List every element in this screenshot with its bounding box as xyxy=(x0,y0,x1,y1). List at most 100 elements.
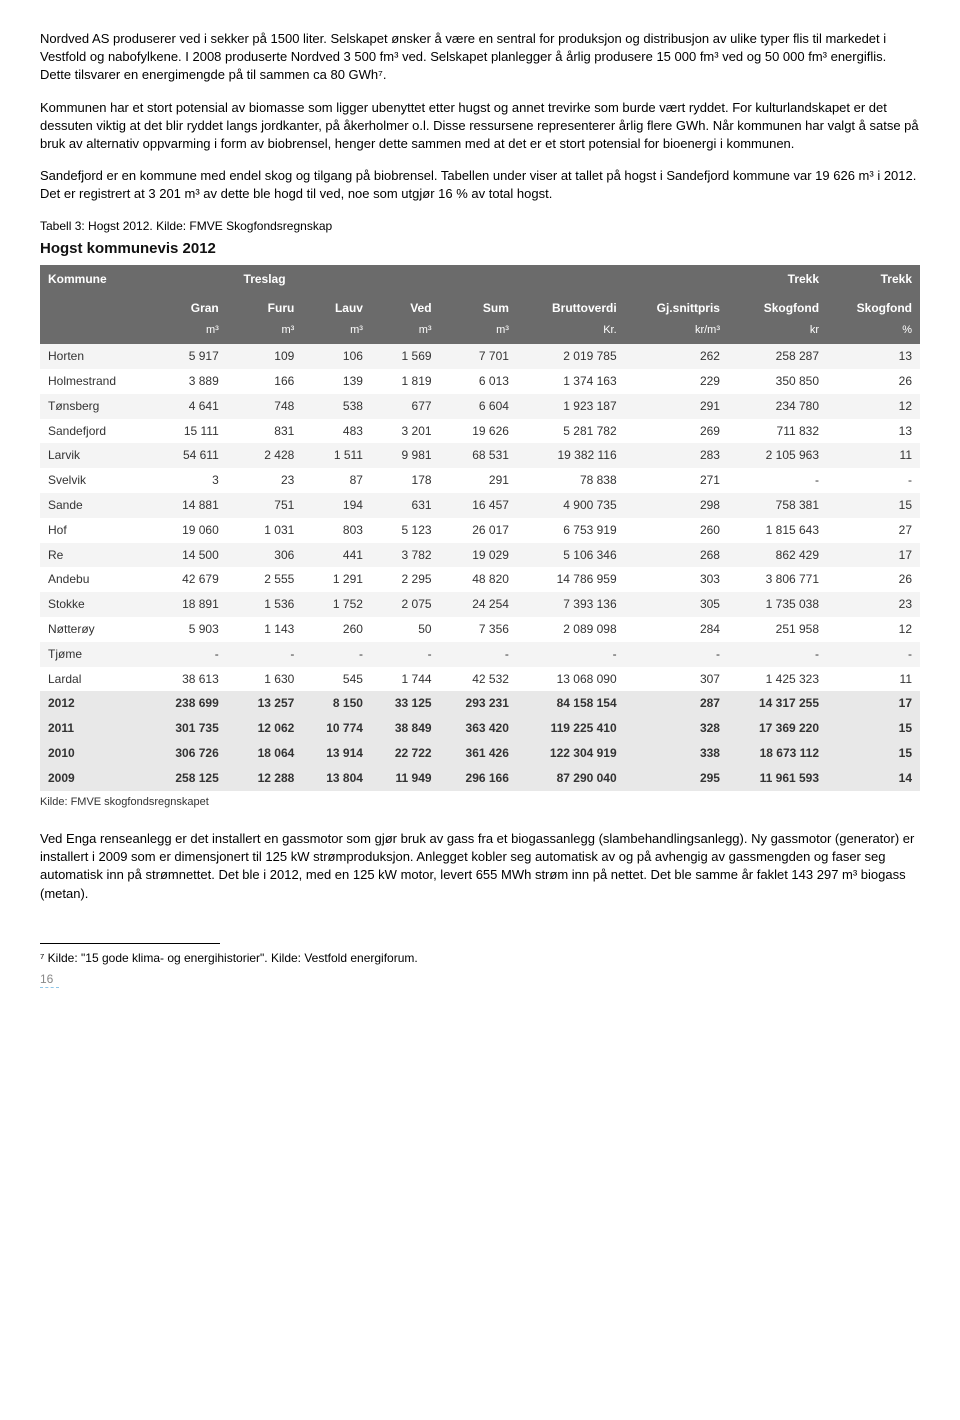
table-cell: 862 429 xyxy=(728,543,827,568)
table-cell: 15 xyxy=(827,716,920,741)
table-cell: Lardal xyxy=(40,667,149,692)
table-cell: 284 xyxy=(625,617,728,642)
table-row: Nøtterøy5 9031 143260507 3562 089 098284… xyxy=(40,617,920,642)
th: m³ xyxy=(371,323,440,344)
th: Skogfond xyxy=(728,294,827,323)
table-cell: Re xyxy=(40,543,149,568)
table-source: Kilde: FMVE skogfondsregnskapet xyxy=(40,795,920,810)
th xyxy=(625,265,728,294)
table-cell: 12 xyxy=(827,394,920,419)
table-cell: 296 166 xyxy=(440,766,517,791)
table-row: Andebu42 6792 5551 2912 29548 82014 786 … xyxy=(40,567,920,592)
th xyxy=(517,265,625,294)
table-cell: 2 295 xyxy=(371,567,440,592)
table-cell: 7 701 xyxy=(440,344,517,369)
table-cell: 831 xyxy=(227,419,303,444)
table-cell: 262 xyxy=(625,344,728,369)
table-cell: 68 531 xyxy=(440,443,517,468)
table-cell: - xyxy=(149,642,226,667)
table-row: Tjøme--------- xyxy=(40,642,920,667)
table-cell: 19 060 xyxy=(149,518,226,543)
table-cell: Larvik xyxy=(40,443,149,468)
table-cell: Stokke xyxy=(40,592,149,617)
table-cell: 19 029 xyxy=(440,543,517,568)
th: Gj.snittpris xyxy=(625,294,728,323)
table-cell: 18 673 112 xyxy=(728,741,827,766)
table-cell: 1 819 xyxy=(371,369,440,394)
table-cell: 16 457 xyxy=(440,493,517,518)
table-cell: 12 xyxy=(827,617,920,642)
table-cell: 84 158 154 xyxy=(517,691,625,716)
table-cell: 7 356 xyxy=(440,617,517,642)
table-cell: 17 xyxy=(827,691,920,716)
hogst-table: Kommune Treslag Trekk Trekk Gran Furu La… xyxy=(40,265,920,790)
table-row: Stokke18 8911 5361 7522 07524 2547 393 1… xyxy=(40,592,920,617)
table-cell: 87 xyxy=(302,468,371,493)
table-cell: 5 106 346 xyxy=(517,543,625,568)
table-cell: Tjøme xyxy=(40,642,149,667)
table-cell: 363 420 xyxy=(440,716,517,741)
table-cell: 33 125 xyxy=(371,691,440,716)
table-cell: 11 961 593 xyxy=(728,766,827,791)
table-row: Re14 5003064413 78219 0295 106 346268862… xyxy=(40,543,920,568)
table-cell: 17 369 220 xyxy=(728,716,827,741)
table-cell: - xyxy=(728,642,827,667)
th: m³ xyxy=(440,323,517,344)
table-cell: 631 xyxy=(371,493,440,518)
table-cell: 11 xyxy=(827,443,920,468)
table-cell: - xyxy=(227,642,303,667)
table-cell: 14 317 255 xyxy=(728,691,827,716)
table-cell: 15 111 xyxy=(149,419,226,444)
table-cell: 178 xyxy=(371,468,440,493)
table-cell: 338 xyxy=(625,741,728,766)
table-cell: 1 143 xyxy=(227,617,303,642)
table-cell: 298 xyxy=(625,493,728,518)
table-cell: 106 xyxy=(302,344,371,369)
th: Gran xyxy=(149,294,226,323)
table-row: Hof19 0601 0318035 12326 0176 753 919260… xyxy=(40,518,920,543)
table-cell: 2011 xyxy=(40,716,149,741)
table-cell: 538 xyxy=(302,394,371,419)
table-cell: 194 xyxy=(302,493,371,518)
table-cell: 1 815 643 xyxy=(728,518,827,543)
paragraph-3: Sandefjord er en kommune med endel skog … xyxy=(40,167,920,203)
th: Kommune xyxy=(40,265,149,294)
table-head: Kommune Treslag Trekk Trekk Gran Furu La… xyxy=(40,265,920,344)
table-cell: 748 xyxy=(227,394,303,419)
th xyxy=(440,265,517,294)
table-cell: 19 626 xyxy=(440,419,517,444)
table-cell: 441 xyxy=(302,543,371,568)
table-cell: 18 891 xyxy=(149,592,226,617)
table-row: 2009258 12512 28813 80411 949296 16687 2… xyxy=(40,766,920,791)
table-cell: 3 782 xyxy=(371,543,440,568)
table-cell: 3 xyxy=(149,468,226,493)
table-cell: 2 105 963 xyxy=(728,443,827,468)
table-cell: 258 287 xyxy=(728,344,827,369)
table-cell: 361 426 xyxy=(440,741,517,766)
table-cell: 229 xyxy=(625,369,728,394)
table-cell: 23 xyxy=(227,468,303,493)
table-cell: 11 949 xyxy=(371,766,440,791)
table-cell: 260 xyxy=(302,617,371,642)
th: Lauv xyxy=(302,294,371,323)
table-cell: 14 786 959 xyxy=(517,567,625,592)
table-cell: 9 981 xyxy=(371,443,440,468)
th: kr/m³ xyxy=(625,323,728,344)
table-cell: 2 089 098 xyxy=(517,617,625,642)
table-cell: 13 914 xyxy=(302,741,371,766)
table-cell: 26 xyxy=(827,369,920,394)
table-cell: - xyxy=(371,642,440,667)
table-cell: 166 xyxy=(227,369,303,394)
table-cell: 268 xyxy=(625,543,728,568)
table-cell: 54 611 xyxy=(149,443,226,468)
table-cell: 1 374 163 xyxy=(517,369,625,394)
table-cell: 2 555 xyxy=(227,567,303,592)
table-cell: 2009 xyxy=(40,766,149,791)
table-cell: Sande xyxy=(40,493,149,518)
table-cell: 4 900 735 xyxy=(517,493,625,518)
table-cell: 13 xyxy=(827,419,920,444)
table-cell: - xyxy=(517,642,625,667)
th: % xyxy=(827,323,920,344)
table-cell: 1 031 xyxy=(227,518,303,543)
table-cell: Nøtterøy xyxy=(40,617,149,642)
